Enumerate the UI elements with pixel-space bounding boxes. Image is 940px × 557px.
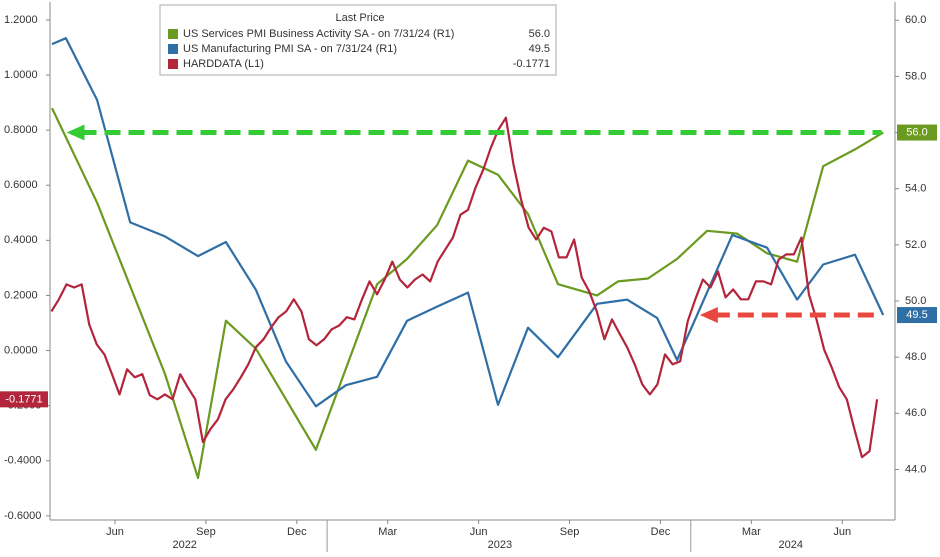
- x-tick-label: Dec: [651, 526, 671, 538]
- y-tick-label: 0.2000: [4, 289, 38, 301]
- x-tick-label: Mar: [742, 526, 761, 538]
- year-label: 2023: [488, 539, 512, 551]
- legend-swatch: [168, 59, 178, 69]
- legend-box: [159, 4, 557, 76]
- legend-value: 49.5: [529, 43, 550, 55]
- legend-label: US Manufacturing PMI SA - on 7/31/24 (R1…: [183, 43, 397, 55]
- y2-tick-label: 60.0: [905, 14, 926, 26]
- y-tick-label: 0.4000: [4, 234, 38, 246]
- y2-tick-label: 54.0: [905, 183, 926, 195]
- y2-tick-label: 58.0: [905, 70, 926, 82]
- legend-swatch: [168, 29, 178, 39]
- y2-tick-label: 48.0: [905, 351, 926, 363]
- y-tick-label: 1.0000: [4, 69, 38, 81]
- legend-label: US Services PMI Business Activity SA - o…: [183, 28, 454, 40]
- x-tick-label: Mar: [378, 526, 397, 538]
- last-value-label: 56.0: [906, 126, 927, 138]
- y-tick-label: 0.6000: [4, 179, 38, 191]
- x-tick-label: Sep: [560, 526, 580, 538]
- last-value-badge: [0, 391, 48, 408]
- y2-tick-label: 46.0: [905, 407, 926, 419]
- x-tick-label: Sep: [196, 526, 216, 538]
- arrow-head: [66, 124, 85, 141]
- last-value-label: 49.5: [906, 309, 927, 321]
- y2-tick-label: 50.0: [905, 295, 926, 307]
- last-value-badge: [897, 124, 937, 141]
- year-label: 2022: [172, 539, 196, 551]
- series-line: [51, 107, 884, 479]
- y-tick-label: 1.2000: [4, 14, 38, 26]
- y2-tick-label: 52.0: [905, 239, 926, 251]
- y2-tick-label: 44.0: [905, 463, 926, 475]
- legend-value: -0.1771: [513, 58, 550, 70]
- y-tick-label: -0.6000: [4, 510, 41, 522]
- legend-swatch: [168, 44, 178, 54]
- x-tick-label: Jun: [470, 526, 488, 538]
- legend: Last Price US Services PMI Business Activ…: [159, 4, 557, 76]
- last-value-badge: [897, 307, 937, 324]
- legend-title: Last Price: [336, 12, 385, 24]
- x-tick-label: Dec: [287, 526, 307, 538]
- legend-value: 56.0: [529, 28, 550, 40]
- last-value-label: -0.1771: [5, 393, 42, 405]
- y-tick-label: 0.0000: [4, 344, 38, 356]
- year-label: 2024: [779, 539, 803, 551]
- arrow-head: [699, 307, 718, 324]
- legend-label: HARDDATA (L1): [183, 58, 264, 70]
- y-tick-label: -0.4000: [4, 455, 41, 467]
- x-tick-label: Jun: [833, 526, 851, 538]
- y-tick-label: 0.8000: [4, 124, 38, 136]
- series-line: [50, 116, 879, 459]
- series-line: [51, 37, 885, 408]
- x-tick-label: Jun: [106, 526, 124, 538]
